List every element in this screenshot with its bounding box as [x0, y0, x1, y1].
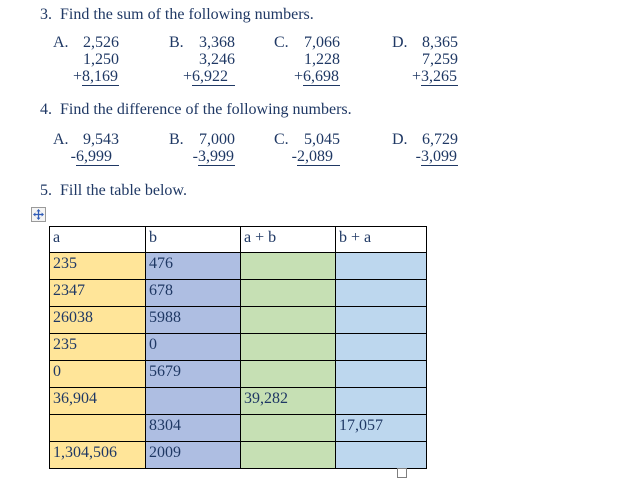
- minus-operator: -: [70, 148, 76, 165]
- table-resize-handle[interactable]: [397, 468, 407, 478]
- table-cell[interactable]: [240, 333, 336, 361]
- subtraction-problem-c: C. 5,045 -2,089: [274, 131, 340, 166]
- subtrahend: 3,999: [198, 148, 235, 166]
- subtraction-problem-a: A. 9,543 -6,999: [53, 131, 119, 166]
- addend: 1,228: [304, 51, 340, 68]
- subtrahend: 2,089: [297, 148, 340, 166]
- table-cell[interactable]: 678: [145, 279, 241, 307]
- table-move-handle[interactable]: [31, 207, 46, 222]
- addition-problem-a: A. 2,526 1,250 +8,169: [53, 34, 119, 86]
- plus-operator: +: [72, 68, 82, 85]
- table-cell[interactable]: [240, 360, 336, 388]
- table-row: 235 0: [49, 333, 427, 361]
- problem-label: C.: [274, 131, 289, 148]
- addition-problem-b: B. 3,368 3,246 +6,922: [169, 34, 235, 86]
- table-cell[interactable]: [335, 252, 427, 280]
- addend: 7,066: [304, 34, 340, 51]
- table-cell[interactable]: 2347: [49, 279, 146, 307]
- addend: 6,922: [192, 68, 235, 86]
- table-header-cell[interactable]: a + b: [240, 226, 336, 253]
- addend: 8,169: [82, 68, 119, 86]
- table-row: 2347 678: [49, 279, 427, 307]
- table-header-cell[interactable]: a: [49, 226, 146, 253]
- table-row: 235 476: [49, 252, 427, 280]
- table-cell[interactable]: [240, 279, 336, 307]
- table-header-cell[interactable]: b: [145, 226, 241, 253]
- table-cell[interactable]: 26038: [49, 306, 146, 334]
- question-3-title: 3. Find the sum of the following numbers…: [40, 6, 314, 23]
- problem-label: D.: [392, 34, 408, 51]
- minuend: 7,000: [199, 131, 235, 148]
- subtraction-problem-d: D. 6,729 -3,099: [392, 131, 458, 166]
- table-cell[interactable]: [145, 387, 241, 415]
- addend: 8,365: [422, 34, 458, 51]
- move-four-way-arrow-icon: [33, 209, 44, 220]
- subtrahend: 3,099: [421, 148, 458, 166]
- addition-problem-c: C. 7,066 1,228 +6,698: [274, 34, 340, 86]
- problem-label: C.: [274, 34, 289, 51]
- table-cell[interactable]: [240, 252, 336, 280]
- plus-operator: +: [293, 68, 303, 85]
- addend: 7,259: [422, 51, 458, 68]
- addend: 1,250: [83, 51, 119, 68]
- table-cell[interactable]: [49, 414, 146, 442]
- table-cell[interactable]: 5988: [145, 306, 241, 334]
- table-cell[interactable]: 2009: [145, 441, 241, 469]
- minuend: 5,045: [304, 131, 340, 148]
- table-cell[interactable]: 5679: [145, 360, 241, 388]
- minuend: 6,729: [422, 131, 458, 148]
- question-4-title: 4. Find the difference of the following …: [40, 101, 352, 118]
- addend: 3,246: [199, 51, 235, 68]
- table-header-row: a b a + b b + a: [49, 226, 427, 253]
- problem-label: D.: [392, 131, 408, 148]
- table-row: 0 5679: [49, 360, 427, 388]
- table-cell[interactable]: 1,304,506: [49, 441, 146, 469]
- plus-operator: +: [182, 68, 192, 85]
- table-cell[interactable]: 17,057: [335, 414, 427, 442]
- minus-operator: -: [192, 148, 198, 165]
- question-5-title: 5. Fill the table below.: [40, 182, 187, 199]
- table-row: 1,304,506 2009: [49, 441, 427, 469]
- table-cell[interactable]: 235: [49, 333, 146, 361]
- plus-operator: +: [411, 68, 421, 85]
- addend: 3,265: [421, 68, 458, 86]
- table-row: 8304 17,057: [49, 414, 427, 442]
- table-cell[interactable]: [335, 441, 427, 469]
- problem-label: A.: [53, 131, 69, 148]
- table-cell[interactable]: [335, 360, 427, 388]
- minus-operator: -: [415, 148, 421, 165]
- addition-problem-d: D. 8,365 7,259 +3,265: [392, 34, 458, 86]
- addend: 3,368: [199, 34, 235, 51]
- table-row: 36,904 39,282: [49, 387, 427, 415]
- table-cell[interactable]: [240, 414, 336, 442]
- table-cell[interactable]: [335, 333, 427, 361]
- table-cell[interactable]: [240, 441, 336, 469]
- table-cell[interactable]: 36,904: [49, 387, 146, 415]
- table-cell[interactable]: [335, 306, 427, 334]
- addend: 2,526: [83, 34, 119, 51]
- table-cell[interactable]: [335, 387, 427, 415]
- subtraction-problem-b: B. 7,000 -3,999: [169, 131, 235, 166]
- table-row: 26038 5988: [49, 306, 427, 334]
- table-cell[interactable]: 0: [49, 360, 146, 388]
- table-cell[interactable]: [335, 279, 427, 307]
- table-cell[interactable]: 39,282: [240, 387, 336, 415]
- table-cell[interactable]: [240, 306, 336, 334]
- problem-label: B.: [169, 131, 184, 148]
- problem-label: B.: [169, 34, 184, 51]
- addend: 6,698: [303, 68, 340, 86]
- minuend: 9,543: [83, 131, 119, 148]
- table-cell[interactable]: 476: [145, 252, 241, 280]
- problem-label: A.: [53, 34, 69, 51]
- minus-operator: -: [291, 148, 297, 165]
- table-header-cell[interactable]: b + a: [335, 226, 427, 253]
- table-cell[interactable]: 0: [145, 333, 241, 361]
- fill-table: a b a + b b + a 235 476 2347 678 26038 5…: [49, 226, 427, 469]
- table-cell[interactable]: 8304: [145, 414, 241, 442]
- subtrahend: 6,999: [76, 148, 119, 166]
- table-cell[interactable]: 235: [49, 252, 146, 280]
